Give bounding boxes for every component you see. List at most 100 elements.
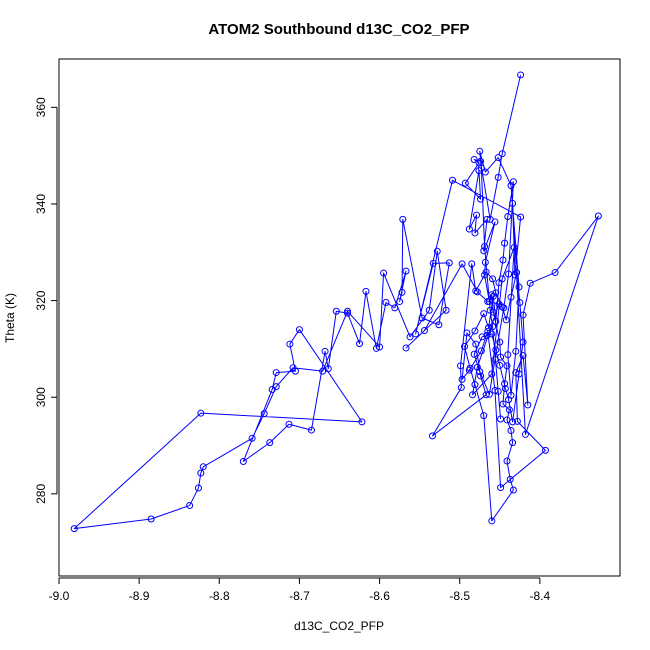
data-point bbox=[488, 370, 496, 378]
data-point bbox=[194, 484, 202, 492]
data-point bbox=[497, 353, 505, 361]
data-point bbox=[494, 387, 502, 395]
data-point bbox=[475, 167, 483, 175]
data-point bbox=[513, 417, 521, 425]
data-point bbox=[477, 157, 485, 165]
data-point bbox=[515, 283, 523, 291]
data-point bbox=[483, 331, 491, 339]
data-point bbox=[507, 293, 515, 301]
data-point bbox=[382, 299, 390, 307]
data-point bbox=[499, 400, 507, 408]
data-point bbox=[500, 304, 508, 312]
data-point bbox=[501, 380, 509, 388]
data-point bbox=[418, 314, 426, 322]
data-point bbox=[507, 182, 515, 190]
data-point bbox=[197, 409, 205, 417]
data-point bbox=[478, 333, 486, 341]
data-point bbox=[458, 375, 466, 383]
data-point bbox=[491, 356, 499, 364]
data-point bbox=[496, 338, 504, 346]
data-point bbox=[519, 338, 527, 346]
data-point bbox=[463, 329, 471, 337]
data-point bbox=[70, 525, 78, 533]
data-point bbox=[458, 260, 466, 268]
data-point bbox=[519, 311, 527, 319]
data-point bbox=[362, 287, 370, 295]
data-point bbox=[433, 247, 441, 255]
data-point bbox=[489, 323, 497, 331]
data-point bbox=[503, 362, 511, 370]
data-point bbox=[412, 330, 420, 338]
data-point bbox=[488, 291, 496, 299]
data-point bbox=[457, 362, 465, 370]
data-point bbox=[391, 304, 399, 312]
data-point bbox=[482, 391, 490, 399]
x-tick-label: -9.0 bbox=[49, 589, 70, 603]
data-point bbox=[481, 168, 489, 176]
data-point bbox=[477, 164, 485, 172]
data-point bbox=[461, 342, 469, 350]
data-point bbox=[504, 351, 512, 359]
data-point bbox=[445, 259, 453, 267]
data-point bbox=[324, 365, 332, 373]
data-point bbox=[510, 243, 518, 251]
data-point bbox=[504, 213, 512, 221]
data-point bbox=[505, 270, 513, 278]
data-point bbox=[491, 218, 499, 226]
data-point bbox=[507, 427, 515, 435]
data-point bbox=[511, 271, 519, 279]
data-point bbox=[471, 381, 479, 389]
data-point bbox=[470, 350, 478, 358]
data-point bbox=[469, 391, 477, 399]
x-tick-label: -8.7 bbox=[289, 589, 310, 603]
data-point bbox=[319, 367, 327, 375]
data-point bbox=[248, 434, 256, 442]
x-tick-label: -8.4 bbox=[530, 589, 551, 603]
data-point bbox=[420, 327, 428, 335]
data-point bbox=[482, 268, 490, 276]
data-point bbox=[372, 344, 380, 352]
y-tick-label: 300 bbox=[34, 387, 48, 407]
data-point bbox=[477, 195, 485, 203]
data-point bbox=[477, 372, 485, 380]
data-point bbox=[376, 343, 384, 351]
data-point bbox=[399, 215, 407, 223]
data-point bbox=[524, 401, 532, 409]
data-point bbox=[499, 256, 507, 264]
data-point bbox=[472, 340, 480, 348]
data-point bbox=[476, 147, 484, 155]
data-point bbox=[516, 299, 524, 307]
data-point bbox=[485, 390, 493, 398]
data-point bbox=[286, 340, 294, 348]
data-point bbox=[512, 369, 520, 377]
data-point bbox=[489, 275, 497, 283]
data-point bbox=[465, 366, 473, 374]
data-point bbox=[496, 361, 504, 369]
data-point bbox=[541, 446, 549, 454]
data-point bbox=[483, 215, 491, 223]
data-point bbox=[396, 298, 404, 306]
data-point bbox=[358, 418, 366, 426]
data-point bbox=[473, 288, 481, 296]
data-point bbox=[398, 288, 406, 296]
data-point bbox=[517, 213, 525, 221]
data-point bbox=[480, 412, 488, 420]
data-point bbox=[502, 316, 510, 324]
data-point bbox=[473, 211, 481, 219]
data-point bbox=[494, 154, 502, 162]
data-point bbox=[526, 279, 534, 287]
data-point bbox=[517, 71, 525, 79]
data-point bbox=[332, 307, 340, 315]
x-tick-label: -8.9 bbox=[129, 589, 150, 603]
data-point bbox=[498, 275, 506, 283]
data-point bbox=[521, 430, 529, 438]
data-point bbox=[402, 344, 410, 352]
data-point bbox=[307, 426, 315, 434]
y-tick-label: 360 bbox=[34, 97, 48, 117]
data-point bbox=[429, 259, 437, 267]
data-point bbox=[356, 340, 364, 348]
data-point bbox=[272, 383, 280, 391]
plot-area-frame bbox=[58, 58, 621, 577]
